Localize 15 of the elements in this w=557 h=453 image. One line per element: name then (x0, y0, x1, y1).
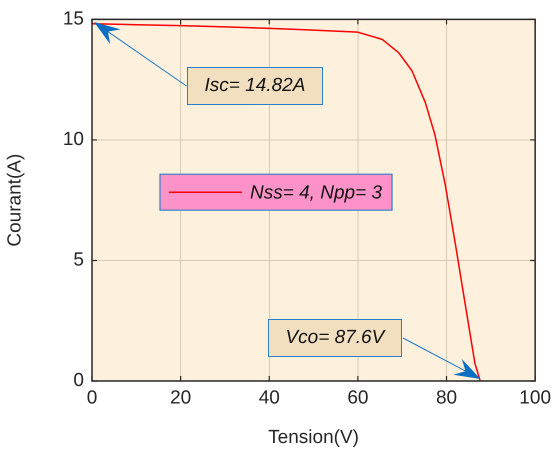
y-axis-title: Courant(A) (4, 154, 26, 247)
x-tick-label: 100 (519, 388, 551, 409)
y-tick-label: 15 (62, 8, 84, 30)
legend-label: Nss= 4, Npp= 3 (250, 182, 382, 204)
x-axis-title: Tension(V) (268, 426, 359, 448)
annotation: Vco= 87.6V (268, 319, 402, 357)
annotation: Isc= 14.82A (186, 67, 324, 105)
x-tick-label: 0 (86, 388, 98, 409)
x-tick-label: 80 (436, 388, 458, 409)
x-tick-label: 40 (258, 388, 280, 409)
y-tick-label: 0 (73, 370, 84, 392)
x-tick-label: 60 (347, 388, 368, 409)
x-tick-label: 20 (170, 388, 192, 409)
y-tick-label: 5 (73, 250, 84, 271)
y-tick-label: 10 (62, 129, 84, 150)
